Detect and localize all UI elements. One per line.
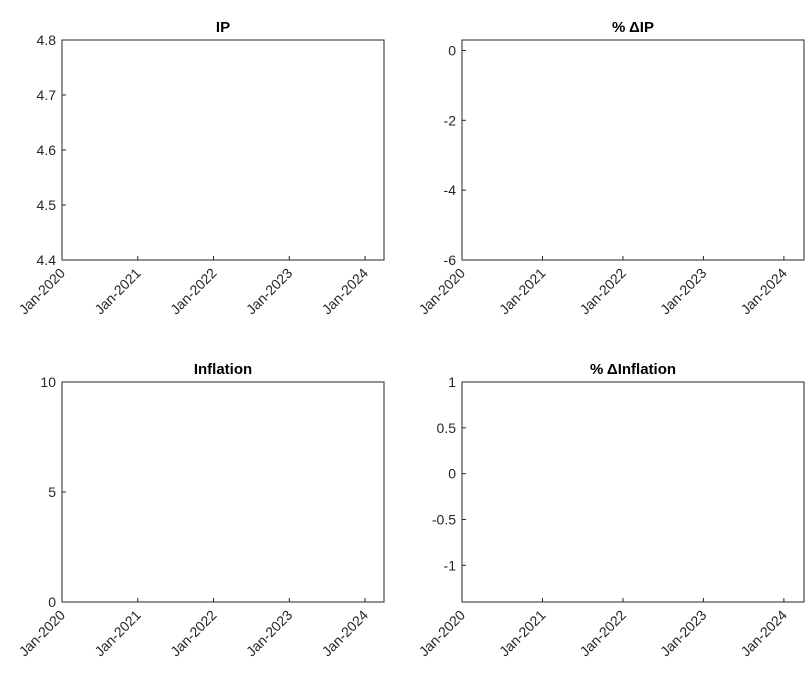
x-tick-label: Jan-2021	[496, 607, 549, 660]
chart-panel-2: 0 5 10 Jan-2020 Jan-2021 Jan-2022 Jan-2023 Jan-…	[16, 361, 385, 660]
y-tick-label: -2	[444, 112, 457, 128]
x-tick-label: Jan-2020	[16, 607, 69, 660]
chart-title: IP	[216, 19, 230, 36]
x-tick-label: Jan-2024	[319, 265, 372, 318]
x-tick-label: Jan-2020	[416, 265, 469, 318]
x-tick-label: Jan-2020	[16, 265, 69, 318]
y-tick-label: -1	[444, 557, 457, 573]
y-tick-label: 4.5	[37, 197, 57, 213]
axes-box	[61, 39, 385, 261]
x-tick-label: Jan-2022	[167, 265, 220, 318]
x-tick-label: Jan-2023	[657, 265, 710, 318]
y-tick-label: 0	[48, 594, 56, 610]
x-tick-label: Jan-2023	[657, 607, 710, 660]
chart-panel-1: -6 -4 -2 0 Jan-2020 Jan-2021 Jan-2022 Jan-2023 J…	[416, 19, 805, 318]
x-tick-label: Jan-2021	[91, 265, 144, 318]
chart-panel-3: -1 -0.5 0 0.5 1 Jan-2020 Jan-2021 Jan-2022 Jan-2…	[416, 361, 805, 660]
chart-title: % ΔIP	[612, 19, 654, 36]
x-tick-label: Jan-2022	[576, 265, 629, 318]
axes-box	[61, 381, 385, 603]
y-tick-label: 4.4	[37, 252, 57, 268]
chart-title: % ΔInflation	[590, 361, 676, 378]
x-tick-label: Jan-2022	[167, 607, 220, 660]
y-tick-label: 0.5	[437, 420, 457, 436]
y-tick-label: 4.6	[37, 142, 57, 158]
y-tick-label: -4	[444, 182, 457, 198]
y-tick-label: 0	[448, 42, 456, 58]
axes-box	[461, 381, 805, 603]
x-tick-label: Jan-2020	[416, 607, 469, 660]
y-tick-label: 4.7	[37, 87, 57, 103]
x-tick-label: Jan-2021	[91, 607, 144, 660]
y-tick-label: 10	[40, 374, 56, 390]
x-tick-label: Jan-2021	[496, 265, 549, 318]
x-tick-label: Jan-2024	[319, 607, 372, 660]
y-tick-label: -0.5	[432, 512, 456, 528]
chart-panel-0: 4.4 4.5 4.6 4.7 4.8 Jan-2020 Jan-2021 Jan-2022 J…	[16, 19, 385, 318]
x-tick-label: Jan-2023	[243, 607, 296, 660]
y-tick-label: -6	[444, 252, 457, 268]
y-tick-label: 5	[48, 484, 56, 500]
x-tick-label: Jan-2023	[243, 265, 296, 318]
x-tick-label: Jan-2024	[737, 265, 790, 318]
y-tick-label: 4.8	[37, 32, 57, 48]
y-tick-label: 0	[448, 466, 456, 482]
chart-title: Inflation	[194, 361, 252, 378]
axes-box	[461, 39, 805, 261]
x-tick-label: Jan-2022	[576, 607, 629, 660]
y-tick-label: 1	[448, 374, 456, 390]
x-tick-label: Jan-2024	[737, 607, 790, 660]
